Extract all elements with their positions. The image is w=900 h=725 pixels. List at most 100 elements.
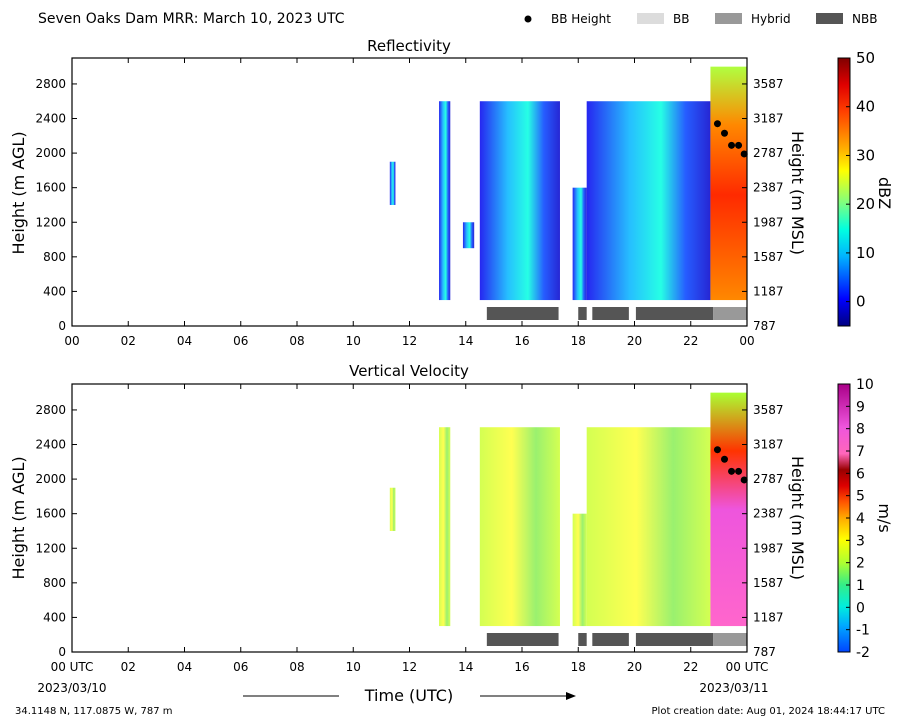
legend-swatch bbox=[715, 13, 742, 24]
echo-region bbox=[572, 513, 587, 627]
plot-creation-date: Plot creation date: Aug 01, 2024 18:44:1… bbox=[652, 706, 885, 717]
bb-type-segment bbox=[486, 307, 559, 320]
y-tick-label: 2400 bbox=[35, 438, 66, 452]
y-right-tick-label: 2387 bbox=[753, 507, 784, 521]
echo-region bbox=[389, 161, 396, 205]
y-right-tick-label: 1987 bbox=[753, 215, 784, 229]
legend-swatch bbox=[637, 13, 664, 24]
x-tick-label: 18 bbox=[571, 334, 586, 348]
reflectivity-panel: Reflectivity Height (m AGL) Height (m MS… bbox=[9, 37, 894, 348]
y-axis-label: Height (m AGL) bbox=[9, 456, 28, 579]
y-axis-right-label: Height (m MSL) bbox=[788, 456, 807, 580]
colorbar-tick-label: 8 bbox=[856, 422, 865, 438]
x-tick-label: 12 bbox=[402, 334, 417, 348]
colorbar-tick-label: -2 bbox=[856, 645, 870, 661]
colorbar-tick-label: 40 bbox=[856, 98, 875, 116]
x-tick-label: 20 bbox=[627, 334, 642, 348]
x-tick-label: 06 bbox=[233, 334, 248, 348]
colorbar-tick-label: 0 bbox=[856, 600, 865, 616]
y-tick-label: 400 bbox=[43, 610, 66, 624]
echo-region bbox=[586, 427, 711, 627]
legend-swatch bbox=[816, 13, 843, 24]
x-axis-label: Time (UTC) bbox=[364, 686, 453, 705]
y-right-tick-label: 3187 bbox=[753, 112, 784, 126]
y-right-tick-label: 2787 bbox=[753, 472, 784, 486]
start-date: 2023/03/10 bbox=[37, 681, 106, 695]
colorbar-tick-label: 50 bbox=[856, 49, 875, 67]
legend-label: BB Height bbox=[551, 12, 611, 26]
figure-legend: BB Height BB Hybrid NBB bbox=[524, 12, 877, 26]
vertical-velocity-panel: Vertical Velocity Height (m AGL) Height … bbox=[9, 362, 894, 674]
y-right-tick-label: 1987 bbox=[753, 541, 784, 555]
y-right-tick-label: 3587 bbox=[753, 77, 784, 91]
figure-title: Seven Oaks Dam MRR: March 10, 2023 UTC bbox=[38, 11, 345, 27]
colorbar-tick-label: 4 bbox=[856, 511, 865, 527]
y-right-tick-label: 2387 bbox=[753, 181, 784, 195]
echo-region bbox=[439, 427, 451, 627]
bb-type-segment bbox=[592, 307, 629, 320]
x-tick-label: 12 bbox=[402, 660, 417, 674]
y-right-tick-label: 3587 bbox=[753, 403, 784, 417]
panel-title: Reflectivity bbox=[367, 37, 451, 55]
y-right-tick-label: 3187 bbox=[753, 438, 784, 452]
y-tick-label: 1600 bbox=[35, 507, 66, 521]
echo-region bbox=[462, 222, 475, 249]
x-tick-label: 18 bbox=[571, 660, 586, 674]
x-tick-label: 20 bbox=[627, 660, 642, 674]
echo-region bbox=[439, 101, 451, 301]
bb-type-segment bbox=[713, 307, 747, 320]
x-tick-label: 16 bbox=[514, 334, 529, 348]
y-tick-label: 2800 bbox=[35, 77, 66, 91]
x-tick-label: 14 bbox=[458, 660, 473, 674]
bb-height-point bbox=[713, 120, 721, 128]
bb-height-point bbox=[740, 150, 748, 158]
bb-type-segment bbox=[578, 307, 587, 320]
site-coordinates: 34.1148 N, 117.0875 W, 787 m bbox=[15, 706, 173, 717]
x-tick-label: 10 bbox=[346, 334, 361, 348]
legend-bb-height-marker bbox=[524, 15, 532, 23]
y-tick-label: 1600 bbox=[35, 181, 66, 195]
colorbar-tick-label: 3 bbox=[856, 533, 865, 549]
colorbar-tick-label: 10 bbox=[856, 244, 875, 262]
bb-height-point bbox=[728, 467, 736, 475]
bb-height-point bbox=[713, 446, 721, 454]
x-tick-label: 06 bbox=[233, 660, 248, 674]
bb-height-point bbox=[721, 129, 728, 137]
bb-type-segment bbox=[486, 633, 559, 646]
colorbar-tick-label: 20 bbox=[856, 195, 875, 213]
colorbar-tick-label: 30 bbox=[856, 146, 875, 164]
echo-region bbox=[479, 427, 560, 627]
x-tick-label: 08 bbox=[289, 334, 304, 348]
y-right-tick-label: 1587 bbox=[753, 576, 784, 590]
y-tick-label: 2000 bbox=[35, 472, 66, 486]
y-right-tick-label: 1187 bbox=[753, 610, 784, 624]
echo-region bbox=[479, 101, 560, 301]
y-right-tick-label: 1587 bbox=[753, 250, 784, 264]
x-tick-label: 00 UTC bbox=[51, 660, 94, 674]
x-tick-label: 08 bbox=[289, 660, 304, 674]
x-tick-label: 22 bbox=[683, 334, 698, 348]
y-right-tick-label: 787 bbox=[753, 319, 776, 333]
y-right-tick-label: 2787 bbox=[753, 146, 784, 160]
colorbar-label: dBZ bbox=[875, 177, 894, 209]
legend-item: BB bbox=[637, 12, 689, 26]
bb-type-segment bbox=[713, 633, 747, 646]
colorbar bbox=[837, 57, 851, 327]
y-right-tick-label: 787 bbox=[753, 645, 776, 659]
panel-title: Vertical Velocity bbox=[349, 362, 469, 380]
colorbar-tick-label: 7 bbox=[856, 444, 865, 460]
y-tick-label: 2800 bbox=[35, 403, 66, 417]
y-tick-label: 0 bbox=[58, 645, 66, 659]
y-tick-label: 1200 bbox=[35, 541, 66, 555]
y-tick-label: 1200 bbox=[35, 215, 66, 229]
colorbar-label: m/s bbox=[875, 503, 894, 532]
legend-label: BB bbox=[673, 12, 689, 26]
bb-height-point bbox=[735, 141, 743, 149]
y-tick-label: 0 bbox=[58, 319, 66, 333]
y-tick-label: 2400 bbox=[35, 112, 66, 126]
y-tick-label: 800 bbox=[43, 250, 66, 264]
bb-type-segment bbox=[592, 633, 629, 646]
legend-item: Hybrid bbox=[715, 12, 791, 26]
x-tick-label: 22 bbox=[683, 660, 698, 674]
echo-region bbox=[572, 187, 587, 301]
